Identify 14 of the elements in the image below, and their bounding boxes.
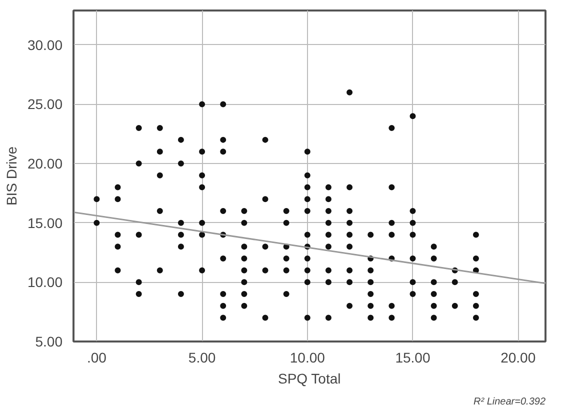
text: R² Linear=0.392 — [474, 396, 546, 408]
x-tick-label: 5.00 — [188, 350, 216, 366]
y-tick-label: 30.00 — [27, 36, 63, 53]
x-tick-label: 20.00 — [500, 350, 536, 366]
y-tick-label: 10.00 — [27, 274, 63, 290]
y-axis-title: BIS Drive — [3, 146, 20, 206]
y-tick-label: 15.00 — [27, 214, 63, 231]
y-tick-label: 5.00 — [35, 334, 63, 350]
y-tick-label: 25.00 — [27, 96, 63, 112]
x-tick-label: 15.00 — [395, 350, 430, 366]
x-tick-label: .00 — [86, 350, 107, 366]
y-tick-label: 20.00 — [27, 156, 63, 172]
x-axis-title: SPQ Total — [278, 370, 341, 386]
x-tick-label: 10.00 — [290, 350, 326, 366]
